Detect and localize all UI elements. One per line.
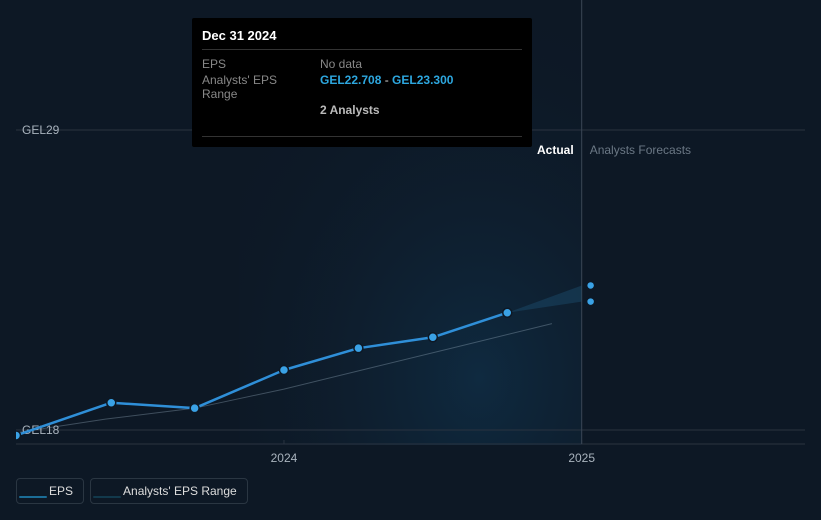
tooltip-range: GEL22.708 - GEL23.300 xyxy=(320,73,453,101)
eps-chart: GEL29 GEL18 Actual Analysts Forecasts 2024 2… xyxy=(0,0,821,520)
legend-label: Analysts' EPS Range xyxy=(123,484,237,498)
tooltip-date: Dec 31 2024 xyxy=(202,28,522,50)
tooltip-analysts-count: 2 Analysts xyxy=(320,103,380,117)
y-axis-label: GEL18 xyxy=(22,423,60,437)
eps-point[interactable] xyxy=(503,308,512,317)
x-axis-label: 2025 xyxy=(568,451,595,465)
legend-label: EPS xyxy=(49,484,73,498)
forecast-point[interactable] xyxy=(587,298,595,306)
actual-label: Actual xyxy=(537,143,574,157)
tooltip-row: Analysts' EPS Range GEL22.708 - GEL23.300 xyxy=(202,72,522,102)
legend-item-eps[interactable]: EPS xyxy=(16,478,84,504)
eps-point[interactable] xyxy=(107,398,116,407)
y-axis-label: GEL29 xyxy=(22,123,60,137)
forecast-point[interactable] xyxy=(587,281,595,289)
tooltip-value: No data xyxy=(320,57,362,71)
eps-point[interactable] xyxy=(428,333,437,342)
chart-tooltip: Dec 31 2024 EPSNo dataAnalysts' EPS Rang… xyxy=(192,18,532,147)
x-axis-label: 2024 xyxy=(271,451,298,465)
tooltip-analysts-row: 2 Analysts xyxy=(202,102,522,118)
tooltip-range-sep: - xyxy=(381,73,392,87)
tooltip-range-high: GEL23.300 xyxy=(392,73,453,87)
tooltip-key: Analysts' EPS Range xyxy=(202,73,312,101)
tooltip-spacer xyxy=(202,103,312,117)
chart-legend: EPS Analysts' EPS Range xyxy=(16,478,248,504)
eps-point[interactable] xyxy=(279,366,288,375)
eps-point[interactable] xyxy=(190,404,199,413)
tooltip-range-low: GEL22.708 xyxy=(320,73,381,87)
eps-point[interactable] xyxy=(354,344,363,353)
tooltip-key: EPS xyxy=(202,57,312,71)
tooltip-bottom-divider xyxy=(202,136,522,137)
legend-item-range[interactable]: Analysts' EPS Range xyxy=(90,478,248,504)
tooltip-row: EPS No data xyxy=(202,56,522,72)
eps-point[interactable] xyxy=(16,431,21,440)
forecasts-label: Analysts Forecasts xyxy=(590,143,691,157)
